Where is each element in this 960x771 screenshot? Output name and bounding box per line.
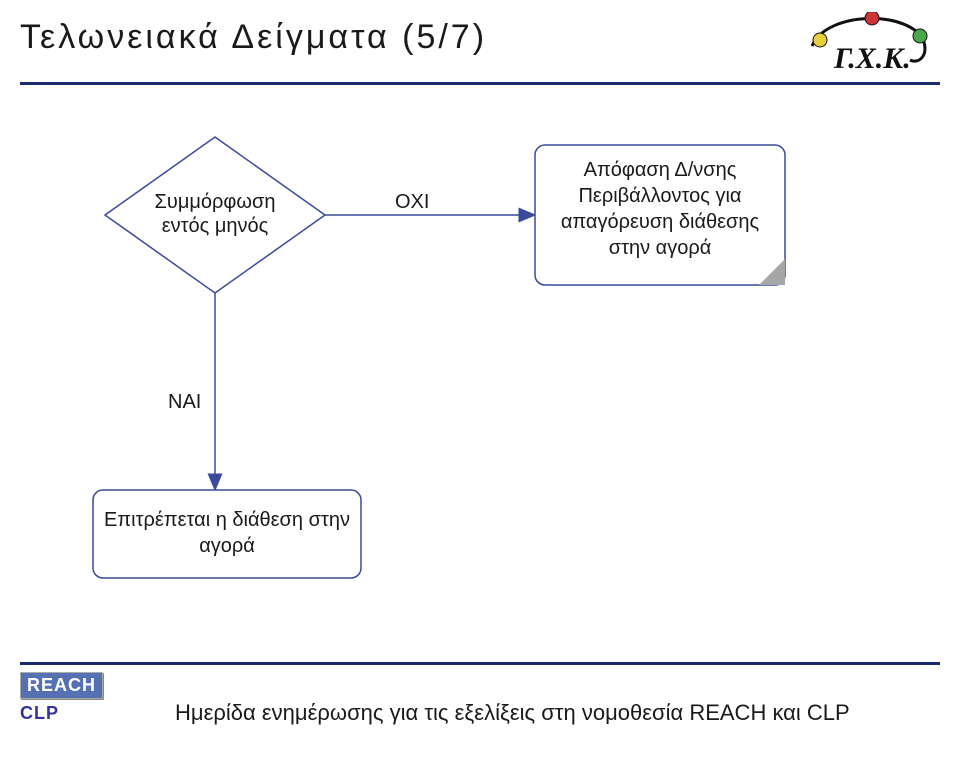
prohibit-node: Απόφαση Δ/νσης Περιβάλλοντος για απαγόρε…: [535, 145, 785, 285]
prohibit-line1: Απόφαση Δ/νσης: [584, 159, 737, 181]
gxk-logo: Γ.Χ.Κ.: [802, 12, 932, 82]
allow-line2: αγορά: [199, 535, 255, 557]
prohibit-line4: στην αγορά: [609, 237, 712, 259]
reach-logo: REACH: [20, 672, 103, 699]
allow-node: Επιτρέπεται η διάθεση στην αγορά: [93, 490, 361, 578]
edge-yes-label: ΝΑΙ: [168, 391, 201, 413]
gxk-logo-text: Γ.Χ.Κ.: [833, 42, 911, 75]
footer-logos: REACH CLP: [20, 672, 103, 724]
edge-no: ΟΧΙ: [325, 191, 535, 215]
footer-text: Ημερίδα ενημέρωσης για τις εξελίξεις στη…: [175, 700, 850, 726]
allow-line1: Επιτρέπεται η διάθεση στην: [104, 509, 350, 531]
clp-logo: CLP: [20, 703, 59, 724]
decision-label-line1: Συμμόρφωση: [155, 191, 276, 213]
edge-yes: ΝΑΙ: [168, 293, 215, 490]
footer-rule: [20, 662, 940, 665]
page: Τελωνειακά Δείγματα (5/7) Γ.Χ.Κ. Συμμόρφ…: [0, 0, 960, 771]
flowchart: Συμμόρφωση εντός μηνός ΟΧΙ Απόφαση Δ/νση…: [40, 120, 920, 590]
title-underline: [20, 82, 940, 85]
decision-label-line2: εντός μηνός: [162, 215, 269, 237]
edge-no-label: ΟΧΙ: [395, 191, 429, 213]
decision-node: Συμμόρφωση εντός μηνός: [105, 137, 325, 293]
prohibit-line3: απαγόρευση διάθεσης: [561, 211, 760, 233]
page-title: Τελωνειακά Δείγματα (5/7): [20, 18, 487, 57]
prohibit-line2: Περιβάλλοντος για: [578, 185, 741, 207]
